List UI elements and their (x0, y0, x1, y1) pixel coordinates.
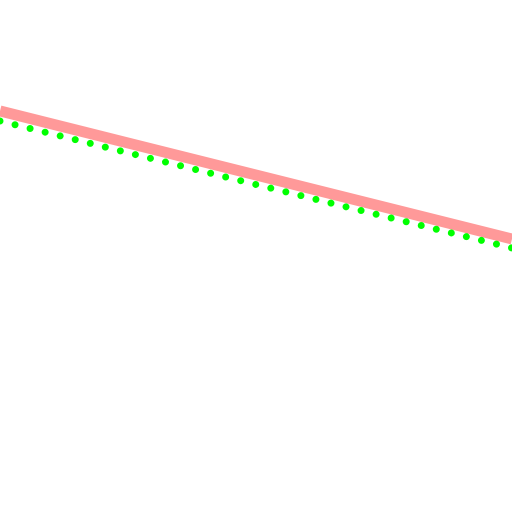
salmon-thick-line (0, 105, 512, 245)
green-dotted-line (0, 117, 512, 252)
